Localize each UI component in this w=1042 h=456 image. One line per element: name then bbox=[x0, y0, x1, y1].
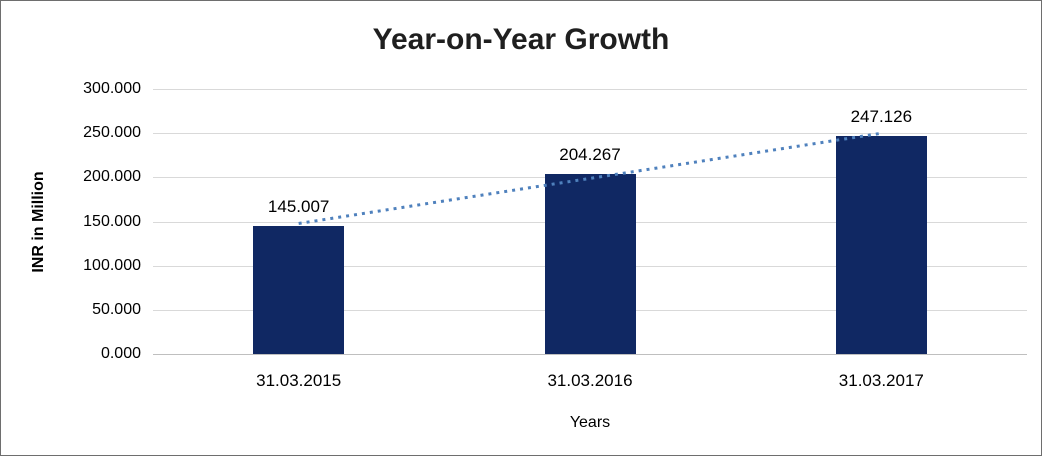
y-tick-label: 100.000 bbox=[83, 256, 141, 274]
x-tick-label: 31.03.2016 bbox=[547, 371, 633, 390]
gridline bbox=[153, 89, 1027, 90]
chart-title: Year-on-Year Growth bbox=[372, 23, 670, 56]
y-tick-label: 150.000 bbox=[83, 212, 141, 230]
y-tick-label: 0.000 bbox=[100, 345, 141, 362]
y-axis-title: INR in Million bbox=[30, 170, 47, 273]
data-label: 145.007 bbox=[267, 196, 330, 216]
x-tick-label: 31.03.2015 bbox=[256, 371, 342, 390]
x-axis-title: Years bbox=[569, 414, 611, 431]
gridline bbox=[153, 133, 1027, 135]
y-tick-label: 250.000 bbox=[83, 124, 141, 142]
x-axis-line bbox=[153, 354, 1027, 355]
data-label: 247.126 bbox=[850, 106, 913, 126]
bar-31.03.2017 bbox=[835, 135, 927, 354]
bar-31.03.2015 bbox=[253, 225, 345, 354]
bar-31.03.2016 bbox=[544, 173, 636, 354]
data-label: 204.267 bbox=[559, 144, 621, 164]
y-tick-label: 200.000 bbox=[83, 168, 141, 186]
y-tick-label: 50.000 bbox=[92, 300, 141, 318]
y-tick-label: 300.000 bbox=[83, 80, 141, 97]
x-tick-label: 31.03.2017 bbox=[838, 371, 924, 390]
